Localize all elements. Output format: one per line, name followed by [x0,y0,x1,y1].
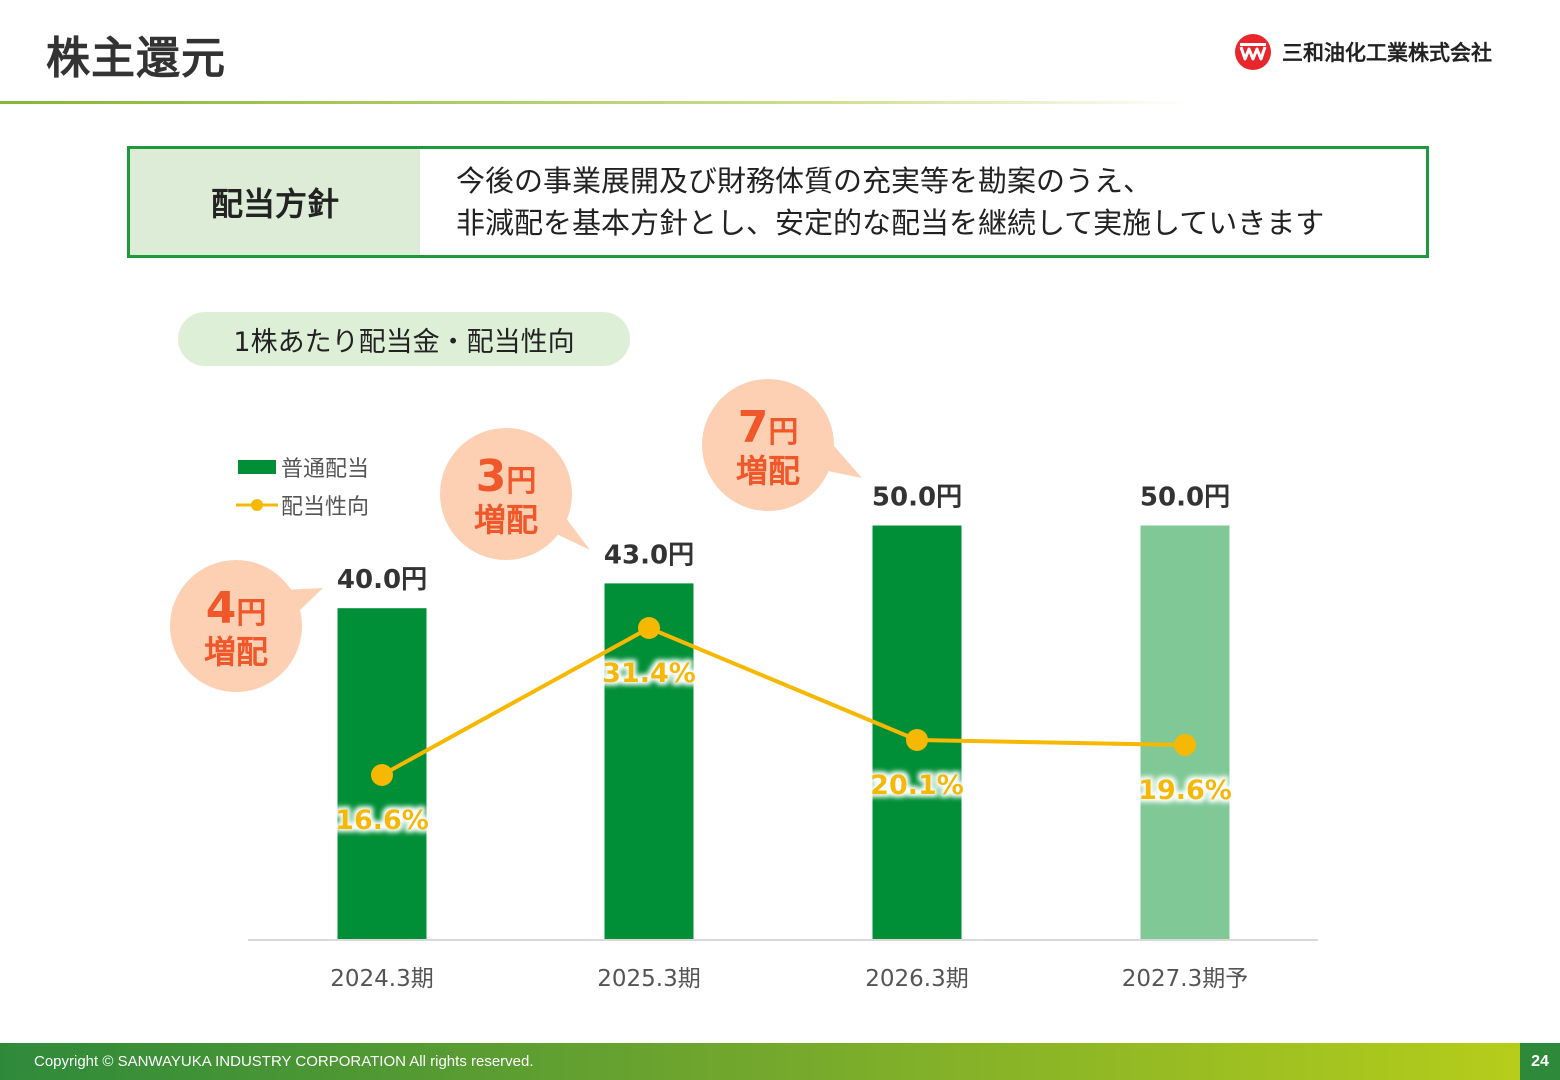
category-label: 2024.3期 [330,966,433,992]
callout-bubble [170,560,302,692]
payout-ratio-point [1174,734,1196,756]
payout-ratio-point [371,764,393,786]
copyright-text: Copyright © SANWAYUKA INDUSTRY CORPORATI… [34,1053,534,1070]
payout-ratio-label: 31.4% [602,658,696,689]
callout-text: 増配 [474,501,538,539]
payout-ratio-label: 19.6% [1138,775,1232,806]
legend-bar-label: 普通配当 [281,457,369,482]
payout-ratio-label: 20.1% [870,770,964,801]
legend-line-marker [251,499,263,511]
company-logo-icon [1235,34,1271,70]
payout-ratio-label: 16.6% [335,805,429,836]
payout-ratio-point [906,729,928,751]
dividend-bar [1140,525,1230,939]
dividend-value-label: 43.0円 [604,540,694,570]
chart-section-title: 1株あたり配当金・配当性向 [178,312,630,366]
policy-text: 今後の事業展開及び財務体質の充実等を勘案のうえ、 非減配を基本方針とし、安定的な… [420,149,1426,255]
policy-line-1: 今後の事業展開及び財務体質の充実等を勘案のうえ、 [456,164,1153,198]
payout-ratio-line [381,625,1186,777]
callout-bubble [440,428,572,560]
category-label: 2025.3期 [597,966,700,992]
dividend-value-label: 40.0円 [337,565,427,595]
category-label: 2026.3期 [865,966,968,992]
policy-line-2: 非減配を基本方針とし、安定的な配当を継続して実施していきます [456,206,1325,240]
dividend-policy-box: 配当方針 今後の事業展開及び財務体質の充実等を勘案のうえ、 非減配を基本方針とし… [127,146,1429,258]
category-label: 2027.3期予 [1122,966,1248,992]
legend-line-label: 配当性向 [281,495,369,520]
callout-amount: 3円 [476,451,537,502]
policy-label: 配当方針 [130,149,420,255]
page-title: 株主還元 [46,33,226,84]
callout-amount: 4円 [206,583,267,634]
callout-bubble [702,379,834,511]
payout-ratio-point [638,617,660,639]
company-name: 三和油化工業株式会社 [1282,41,1492,65]
legend-bar-swatch [238,460,276,474]
callout-text: 増配 [736,452,800,490]
footer: Copyright © SANWAYUKA INDUSTRY CORPORATI… [0,1043,1560,1080]
callout-text: 増配 [204,633,268,671]
callout-amount: 7円 [738,402,799,453]
page-number: 24 [1520,1043,1560,1080]
header-divider [0,101,1190,104]
dividend-value-label: 50.0円 [1140,483,1230,513]
company-logo: 三和油化工業株式会社 [1234,32,1492,72]
dividend-value-label: 50.0円 [872,483,962,513]
